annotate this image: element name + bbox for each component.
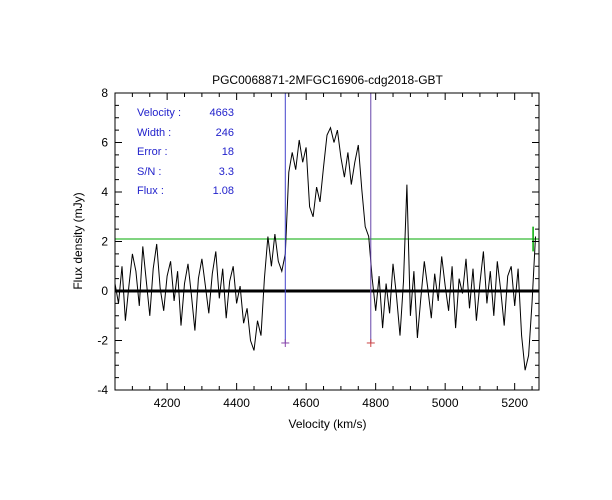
fit-row-sn: S/N : 3.3 (137, 163, 234, 183)
fit-results-panel: Velocity : 4663 Width : 246 Error : 18 S… (137, 104, 234, 202)
fit-row-flux: Flux : 1.08 (137, 182, 234, 202)
y-tick-label: 2 (101, 235, 108, 249)
x-tick-label: 5000 (432, 396, 459, 410)
fit-row-width: Width : 246 (137, 124, 234, 144)
fit-value: 4663 (209, 107, 234, 119)
fit-label: Width : (137, 126, 172, 139)
spectrum-line (114, 126, 536, 371)
y-tick-label: -4 (97, 383, 108, 397)
fit-row-error: Error : 18 (137, 143, 234, 163)
fit-value: 1.08 (212, 185, 234, 197)
x-tick-label: 4600 (293, 396, 320, 410)
y-axis-label: Flux density (mJy) (71, 192, 85, 290)
fit-label: S/N : (137, 165, 162, 178)
x-tick-label: 4400 (223, 396, 250, 410)
fit-label: Error : (137, 146, 168, 158)
fit-label: Velocity : (137, 107, 182, 119)
y-tick-label: 6 (101, 136, 108, 150)
fit-value: 3.3 (218, 165, 234, 178)
y-tick-label: 0 (101, 284, 108, 298)
y-tick-label: 4 (101, 185, 108, 199)
fit-value: 246 (215, 126, 234, 139)
fit-label: Flux : (137, 185, 164, 197)
x-tick-label: 5200 (501, 396, 528, 410)
fit-value: 18 (221, 146, 234, 158)
chart-title: PGC0068871-2MFGC16906-cdg2018-GBT (212, 73, 443, 87)
x-axis-label: Velocity (km/s) (288, 417, 367, 431)
x-tick-label: 4800 (362, 396, 389, 410)
y-tick-label: -2 (97, 334, 108, 348)
fit-row-velocity: Velocity : 4663 (137, 104, 234, 124)
x-tick-label: 4200 (154, 396, 181, 410)
y-tick-label: 8 (101, 86, 108, 100)
